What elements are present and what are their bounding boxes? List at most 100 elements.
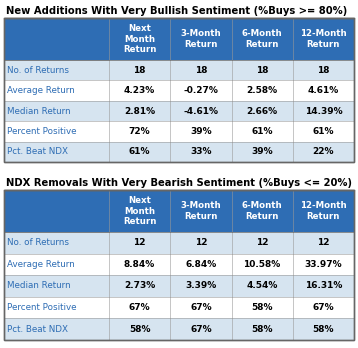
Bar xyxy=(170,254,232,275)
Text: 33.97%: 33.97% xyxy=(305,260,342,269)
Text: -4.61%: -4.61% xyxy=(183,106,218,116)
Bar xyxy=(293,254,354,275)
Text: 4.54%: 4.54% xyxy=(246,282,278,291)
Bar xyxy=(232,318,293,340)
Text: Pct. Beat NDX: Pct. Beat NDX xyxy=(7,325,68,334)
Bar xyxy=(170,318,232,340)
Bar xyxy=(4,80,109,101)
Text: 18: 18 xyxy=(195,66,207,75)
Bar xyxy=(109,318,170,340)
Text: 12: 12 xyxy=(317,238,330,247)
Bar xyxy=(4,254,109,275)
Text: 3.39%: 3.39% xyxy=(185,282,217,291)
Text: 2.73%: 2.73% xyxy=(124,282,155,291)
Text: 6-Month
Return: 6-Month Return xyxy=(242,201,282,221)
Text: 6.84%: 6.84% xyxy=(185,260,217,269)
Text: 61%: 61% xyxy=(129,147,150,156)
Text: New Additions With Very Bullish Sentiment (%Buys >= 80%): New Additions With Very Bullish Sentimen… xyxy=(6,6,347,16)
Text: 6-Month
Return: 6-Month Return xyxy=(242,29,282,49)
Bar xyxy=(4,101,109,121)
Text: 3-Month
Return: 3-Month Return xyxy=(180,201,221,221)
Text: 58%: 58% xyxy=(129,325,150,334)
Bar xyxy=(109,275,170,297)
Bar xyxy=(232,121,293,142)
Bar xyxy=(4,18,354,162)
Text: Next
Month
Return: Next Month Return xyxy=(123,196,156,226)
Bar xyxy=(109,142,170,162)
Bar xyxy=(4,190,354,340)
Text: 16.31%: 16.31% xyxy=(305,282,342,291)
Bar xyxy=(232,254,293,275)
Text: 10.58%: 10.58% xyxy=(243,260,281,269)
Bar xyxy=(293,121,354,142)
Text: 8.84%: 8.84% xyxy=(124,260,155,269)
Bar xyxy=(4,18,354,162)
Text: 18: 18 xyxy=(317,66,330,75)
Text: 12: 12 xyxy=(134,238,146,247)
Text: 58%: 58% xyxy=(251,325,273,334)
Text: 2.66%: 2.66% xyxy=(247,106,278,116)
Bar xyxy=(293,142,354,162)
Text: 33%: 33% xyxy=(190,147,212,156)
Bar xyxy=(170,80,232,101)
Bar xyxy=(4,232,109,254)
Bar xyxy=(232,232,293,254)
Text: Median Return: Median Return xyxy=(7,106,71,116)
Text: Average Return: Average Return xyxy=(7,260,75,269)
Bar xyxy=(109,60,170,80)
Text: 18: 18 xyxy=(134,66,146,75)
Bar xyxy=(232,142,293,162)
Bar xyxy=(170,232,232,254)
Text: 61%: 61% xyxy=(251,127,273,136)
Bar xyxy=(170,121,232,142)
Bar xyxy=(232,101,293,121)
Text: -0.27%: -0.27% xyxy=(183,86,218,95)
Bar xyxy=(293,232,354,254)
Bar xyxy=(170,101,232,121)
Bar xyxy=(4,142,109,162)
Text: Pct. Beat NDX: Pct. Beat NDX xyxy=(7,147,68,156)
Text: 4.23%: 4.23% xyxy=(124,86,155,95)
Text: 39%: 39% xyxy=(251,147,273,156)
Text: Median Return: Median Return xyxy=(7,282,71,291)
Bar xyxy=(109,80,170,101)
Bar xyxy=(170,142,232,162)
Text: 14.39%: 14.39% xyxy=(305,106,342,116)
Bar xyxy=(293,275,354,297)
Text: 3-Month
Return: 3-Month Return xyxy=(180,29,221,49)
Bar xyxy=(4,275,109,297)
Text: 67%: 67% xyxy=(190,303,212,312)
Text: 2.58%: 2.58% xyxy=(247,86,278,95)
Text: NDX Removals With Very Bearish Sentiment (%Buys <= 20%): NDX Removals With Very Bearish Sentiment… xyxy=(6,178,352,188)
Bar xyxy=(4,60,109,80)
Bar xyxy=(232,275,293,297)
Bar xyxy=(293,60,354,80)
Text: 22%: 22% xyxy=(313,147,334,156)
Bar xyxy=(109,297,170,318)
Text: No. of Returns: No. of Returns xyxy=(7,66,69,75)
Bar xyxy=(293,318,354,340)
Text: 18: 18 xyxy=(256,66,268,75)
Bar xyxy=(109,101,170,121)
Text: 12: 12 xyxy=(256,238,268,247)
Text: 12-Month
Return: 12-Month Return xyxy=(300,201,347,221)
Bar xyxy=(293,101,354,121)
Bar xyxy=(232,297,293,318)
Text: Average Return: Average Return xyxy=(7,86,75,95)
Text: 2.81%: 2.81% xyxy=(124,106,155,116)
Bar xyxy=(109,254,170,275)
Text: 72%: 72% xyxy=(129,127,150,136)
Text: 67%: 67% xyxy=(129,303,150,312)
Bar xyxy=(109,232,170,254)
Text: 61%: 61% xyxy=(313,127,334,136)
Bar xyxy=(232,80,293,101)
Text: 12: 12 xyxy=(195,238,207,247)
Bar xyxy=(109,121,170,142)
Bar xyxy=(4,121,109,142)
Bar xyxy=(170,60,232,80)
Bar xyxy=(4,18,354,60)
Text: Percent Positive: Percent Positive xyxy=(7,127,77,136)
Bar xyxy=(4,190,354,340)
Bar xyxy=(170,275,232,297)
Text: No. of Returns: No. of Returns xyxy=(7,238,69,247)
